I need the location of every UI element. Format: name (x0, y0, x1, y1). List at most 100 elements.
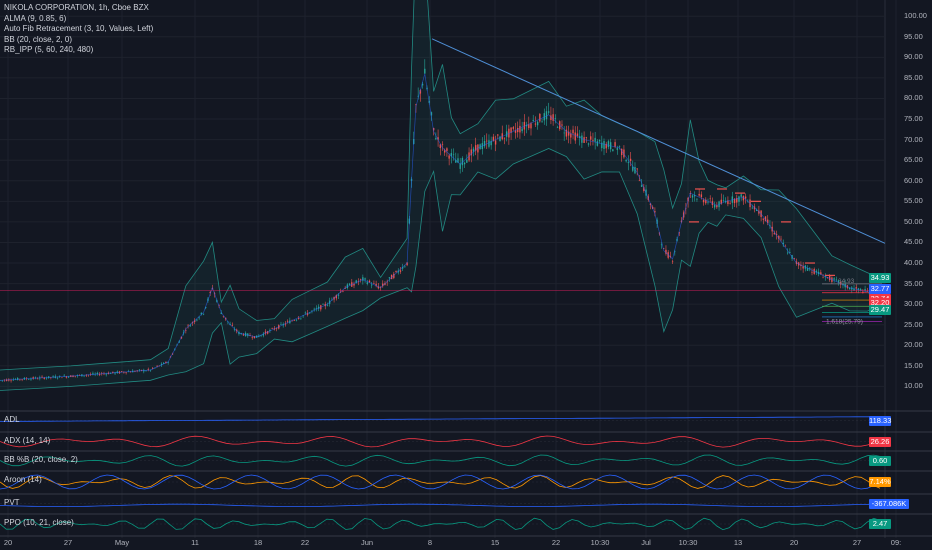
candle-body (419, 90, 422, 94)
candle-body (565, 129, 568, 137)
candle-body (782, 242, 784, 245)
candle-body (707, 202, 709, 203)
candle-body (242, 334, 245, 336)
candle-body (517, 127, 519, 133)
price-tag: 32.77 (869, 283, 891, 294)
candle-body (205, 306, 207, 308)
candle-body (448, 155, 450, 159)
indicator-alma[interactable]: ALMA (9, 0.85, 6) (4, 13, 67, 23)
candle-body (200, 312, 203, 315)
candle-body (67, 376, 70, 378)
candle-body (490, 140, 492, 146)
pane-value-tag: 26.26 (869, 436, 891, 447)
pane-label[interactable]: PVT (4, 498, 20, 507)
candle-body (561, 124, 563, 126)
candle-body (466, 159, 468, 163)
candle-body (36, 378, 39, 380)
candle-body (59, 375, 61, 377)
pane-label[interactable]: ADL (4, 415, 20, 424)
candle-body (820, 272, 822, 275)
candle-body (736, 198, 738, 203)
candle-body (570, 133, 572, 138)
candle-body (446, 148, 448, 151)
indicator-bb[interactable]: BB (20, close, 2, 0) (4, 34, 73, 44)
candle-body (733, 198, 736, 204)
pane-line (0, 454, 881, 467)
candle-body (709, 198, 711, 200)
candle-body (253, 336, 256, 339)
candle-body (30, 378, 32, 380)
pane-label[interactable]: PPO (10, 21, close) (4, 518, 74, 527)
candle-body (251, 337, 253, 338)
candle-body (322, 304, 324, 305)
candle-body (74, 375, 76, 377)
candle-body (596, 141, 599, 146)
candle-body (716, 205, 718, 208)
candle-body (700, 194, 703, 198)
candle-body (123, 372, 125, 373)
pane-line (0, 435, 881, 448)
candle-body (406, 262, 408, 266)
y-tick-label: 50.00 (904, 216, 923, 226)
candle-body (663, 248, 665, 250)
price-tag: 32.20 (869, 298, 891, 309)
candle-body (605, 143, 607, 149)
candle-body (590, 136, 592, 140)
candle-body (494, 140, 497, 145)
candle-body (388, 277, 391, 279)
indicator-fib[interactable]: Auto Fib Retracement (3, 10, Values, Lef… (4, 24, 154, 34)
candle-body (163, 362, 165, 364)
x-tick-label: 8 (427, 538, 433, 547)
candle-body (578, 136, 581, 139)
candle-body (855, 287, 857, 289)
candle-body (809, 268, 811, 270)
candle-body (267, 331, 269, 334)
candle-body (862, 291, 864, 293)
candle-body (764, 216, 767, 222)
pane-label[interactable]: Aroon (14) (4, 475, 42, 484)
pane-value-tag: -367.086K (869, 498, 909, 509)
candle-body (696, 198, 698, 200)
candle-body (720, 199, 722, 204)
pane-label[interactable]: ADX (14, 14) (4, 436, 51, 445)
candle-body (198, 317, 200, 319)
pane-value-tag: 0.60 (869, 455, 891, 466)
indicator-ipp[interactable]: RB_IPP (5, 60, 240, 480) (4, 45, 94, 55)
candle-body (778, 235, 780, 239)
candle-body (632, 166, 634, 171)
y-tick-label: 80.00 (904, 93, 923, 103)
candle-body (424, 68, 426, 74)
candle-body (729, 203, 731, 204)
candle-body (492, 136, 495, 142)
candle-body (486, 140, 488, 142)
candle-body (629, 158, 632, 162)
candle-body (539, 113, 541, 122)
candle-body (222, 315, 225, 317)
candle-body (762, 218, 765, 220)
candle-body (767, 219, 769, 224)
candle-body (636, 168, 638, 170)
candle-body (275, 328, 278, 329)
candle-body (28, 379, 30, 380)
candle-body (625, 159, 627, 162)
candle-body (92, 373, 94, 375)
candle-body (353, 284, 355, 286)
candle-body (598, 140, 601, 142)
candle-body (671, 261, 674, 263)
candle-body (660, 244, 663, 246)
pane-label[interactable]: BB %B (20, close, 2) (4, 455, 78, 464)
candle-body (541, 121, 543, 123)
candle-body (853, 288, 855, 291)
candle-body (755, 209, 758, 212)
candle-body (269, 330, 271, 331)
candle-body (12, 379, 14, 381)
candle-body (833, 278, 835, 280)
candle-body (129, 371, 132, 373)
candle-body (742, 196, 745, 201)
candle-body (98, 374, 101, 375)
candle-body (758, 210, 760, 214)
candle-body (344, 288, 346, 289)
candle-body (740, 194, 742, 197)
candle-body (638, 180, 641, 182)
